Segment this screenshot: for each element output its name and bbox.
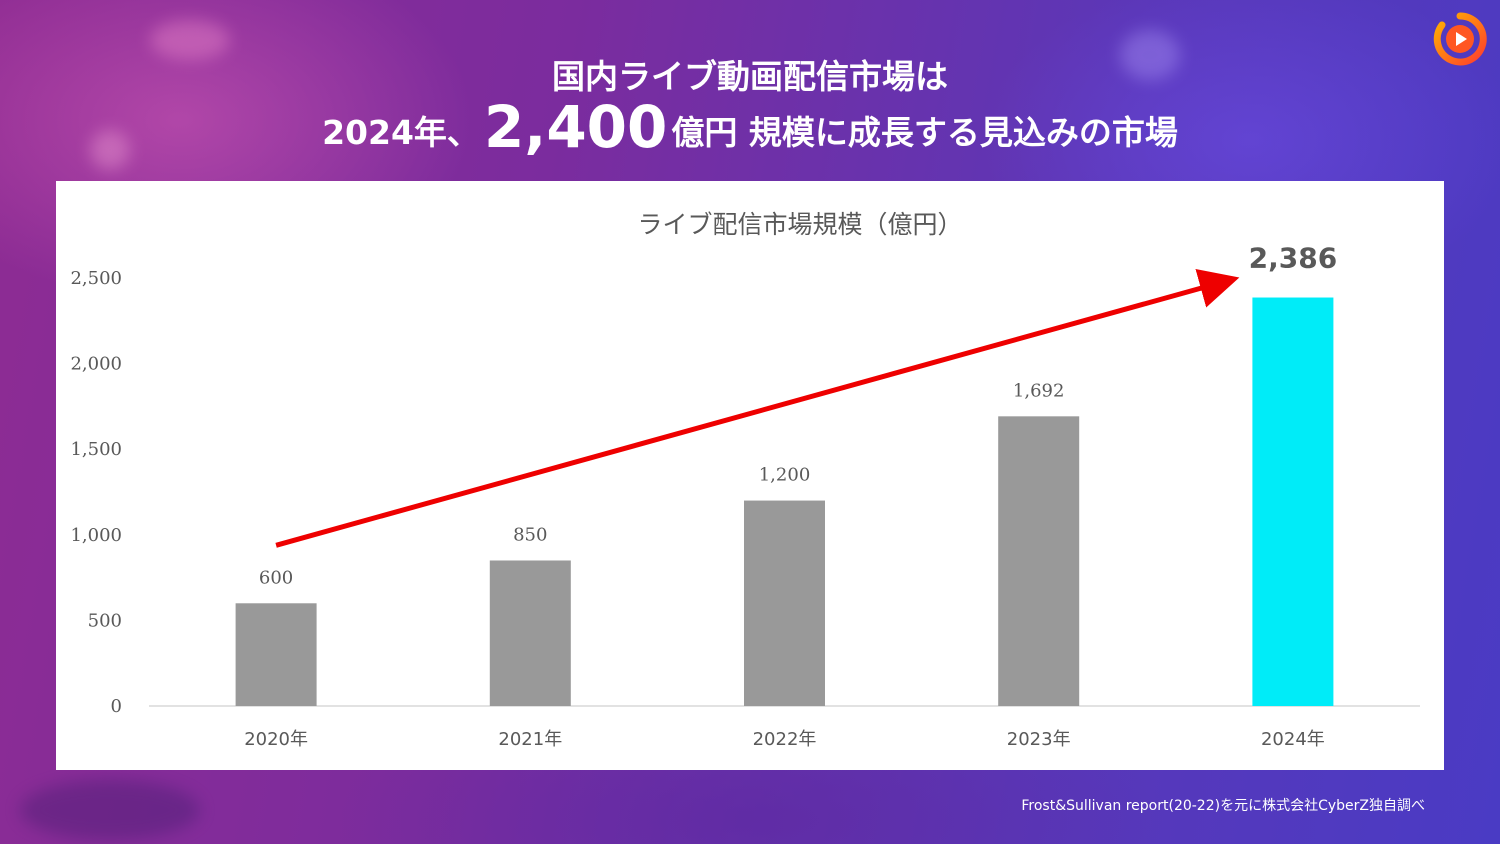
headline-big-number: 2,400 bbox=[483, 93, 668, 161]
x-tick-label: 2020年 bbox=[244, 729, 308, 750]
background-light bbox=[20, 780, 200, 840]
chart-card: ライブ配信市場規模（億円） 0 500 1,000 1,500 2,000 2,500 20… bbox=[56, 181, 1444, 770]
headline-unit: 億円 bbox=[671, 113, 738, 152]
play-ring-logo-icon bbox=[1433, 12, 1487, 66]
bar bbox=[998, 416, 1080, 706]
chart-title: ライブ配信市場規模（億円） bbox=[637, 210, 962, 239]
data-label: 1,692 bbox=[1013, 380, 1065, 401]
x-tick-label: 2023年 bbox=[1007, 729, 1071, 750]
bar bbox=[1252, 297, 1334, 706]
headline-suffix: 規模に成長する見込みの市場 bbox=[748, 113, 1178, 152]
headline-prefix: 2024年、 bbox=[322, 113, 480, 152]
background-light bbox=[150, 20, 230, 60]
bar-chart: ライブ配信市場規模（億円） 0 500 1,000 1,500 2,000 2,500 20… bbox=[70, 210, 1420, 750]
background-light bbox=[1120, 30, 1180, 80]
trend-arrow bbox=[275, 268, 1240, 548]
headline-line-1: 国内ライブ動画配信市場は bbox=[552, 57, 948, 96]
x-tick-label: 2022年 bbox=[753, 729, 817, 750]
source-note: Frost&Sullivan report(20-22)を元に株式会社Cyber… bbox=[1021, 798, 1425, 814]
data-label: 850 bbox=[513, 524, 547, 545]
y-tick-label: 2,000 bbox=[70, 354, 122, 375]
data-label-highlight: 2,386 bbox=[1249, 242, 1338, 275]
y-tick-label: 1,500 bbox=[70, 439, 122, 460]
data-label: 1,200 bbox=[759, 465, 811, 486]
background-light bbox=[90, 130, 130, 170]
headline-line-2: 2024年、2,400 億円 規模に成長する見込みの市場 bbox=[0, 92, 1500, 168]
bar bbox=[744, 500, 825, 706]
bar bbox=[235, 603, 317, 706]
y-tick-label: 500 bbox=[88, 610, 122, 631]
y-tick-label: 1,000 bbox=[70, 525, 122, 546]
data-label: 600 bbox=[259, 567, 293, 588]
bar bbox=[489, 560, 571, 706]
y-tick-label: 2,500 bbox=[70, 268, 122, 289]
y-tick-label: 0 bbox=[111, 696, 122, 717]
x-tick-label: 2021年 bbox=[498, 729, 562, 750]
x-tick-label: 2024年 bbox=[1261, 729, 1325, 750]
